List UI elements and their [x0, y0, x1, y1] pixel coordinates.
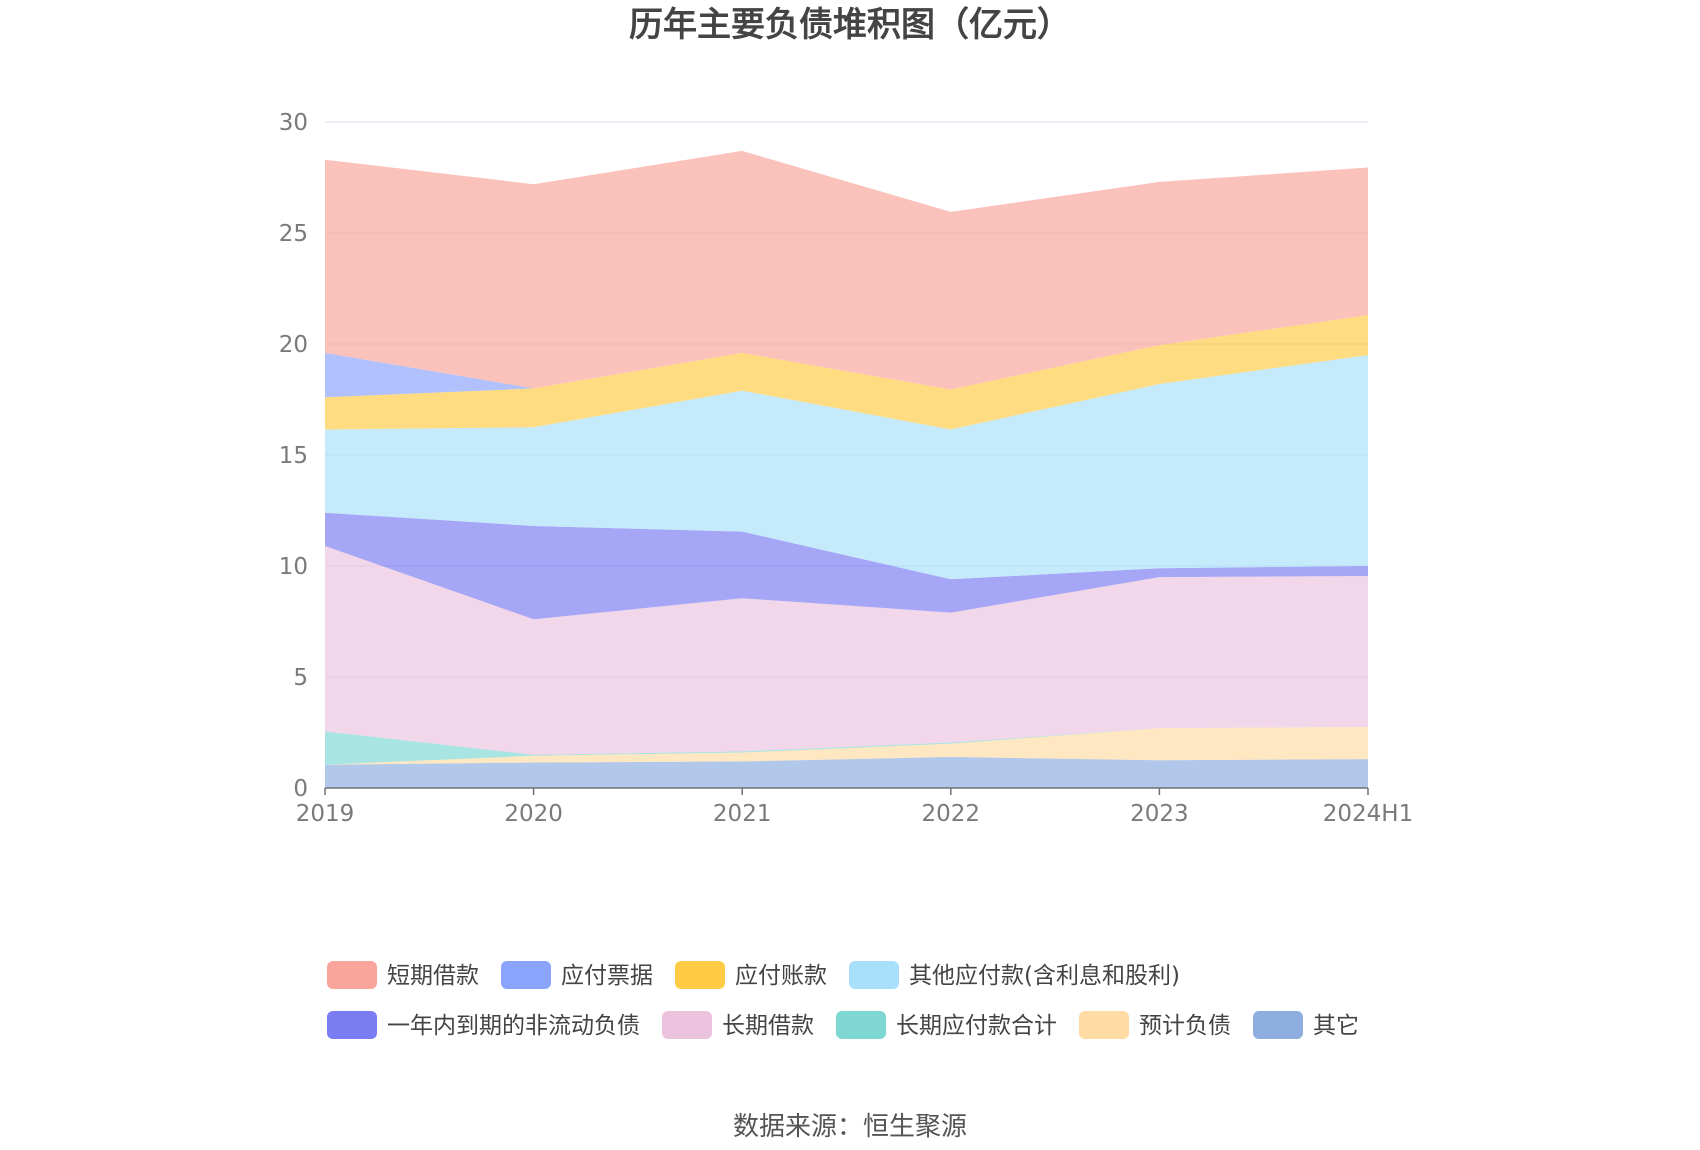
axes: 0 5 10 15 20 25 30 2019 2020 2021 2022 2023 2024H1	[279, 110, 1414, 827]
legend-swatch	[327, 961, 377, 989]
y-tick-label: 20	[279, 332, 308, 358]
area-series-4	[325, 512, 1368, 620]
legend-swatch	[327, 1011, 377, 1039]
area-series-1	[325, 727, 1368, 765]
legend-item[interactable]: 其它	[1253, 1011, 1359, 1039]
area-series-7	[325, 315, 1368, 398]
y-tick-label: 25	[279, 221, 308, 247]
legend-item[interactable]: 长期借款	[662, 1011, 814, 1039]
y-tick-label: 10	[279, 554, 308, 580]
source-note: 数据来源：恒生聚源	[733, 1112, 967, 1142]
legend-label: 其它	[1313, 1013, 1359, 1039]
legend-label: 预计负债	[1139, 1013, 1231, 1039]
x-tick-label: 2023	[1130, 801, 1189, 827]
legend-swatch	[1079, 1011, 1129, 1039]
legend-swatch	[662, 1011, 712, 1039]
x-tick-label: 2020	[504, 801, 563, 827]
area-series-0	[325, 756, 1368, 788]
legend-swatch	[849, 961, 899, 989]
x-tick-label: 2021	[713, 801, 772, 827]
chart-title: 历年主要负债堆积图（亿元）	[629, 5, 1071, 45]
legend-item[interactable]: 应付票据	[501, 961, 653, 989]
x-tick-label: 2024H1	[1323, 801, 1413, 827]
legend-label: 一年内到期的非流动负债	[387, 1013, 640, 1039]
area-series-3	[325, 546, 1368, 755]
legend-item[interactable]: 应付账款	[675, 961, 827, 989]
y-tick-label: 15	[279, 443, 308, 469]
legend-label: 应付账款	[735, 963, 827, 989]
y-tick-label: 5	[293, 665, 308, 691]
y-tick-label: 30	[279, 110, 308, 136]
legend-label: 短期借款	[387, 963, 479, 989]
legend-label: 长期应付款合计	[896, 1013, 1057, 1039]
legend-swatch	[501, 961, 551, 989]
area-series-5	[325, 355, 1368, 580]
legend-label: 其他应付款(含利息和股利)	[909, 963, 1180, 989]
legend-item[interactable]: 短期借款	[327, 961, 479, 989]
x-tick-label: 2019	[296, 801, 355, 827]
legend-item[interactable]: 一年内到期的非流动负债	[327, 1011, 640, 1039]
legend: 短期借款 应付票据 应付账款 其他应付款(含利息和股利) 一年内到期的非流动负债 长期借款…	[327, 961, 1359, 1039]
legend-item[interactable]: 其他应付款(含利息和股利)	[849, 961, 1180, 989]
y-tick-label: 0	[293, 776, 308, 802]
area-series-8	[325, 150, 1368, 390]
x-tick-label: 2022	[922, 801, 981, 827]
legend-item[interactable]: 长期应付款合计	[836, 1011, 1057, 1039]
area-series-6	[325, 315, 1368, 430]
legend-label: 长期借款	[722, 1013, 814, 1039]
legend-label: 应付票据	[561, 963, 653, 989]
area-series	[325, 150, 1368, 788]
legend-swatch	[1253, 1011, 1303, 1039]
legend-item[interactable]: 预计负债	[1079, 1011, 1231, 1039]
legend-swatch	[675, 961, 725, 989]
legend-swatch	[836, 1011, 886, 1039]
